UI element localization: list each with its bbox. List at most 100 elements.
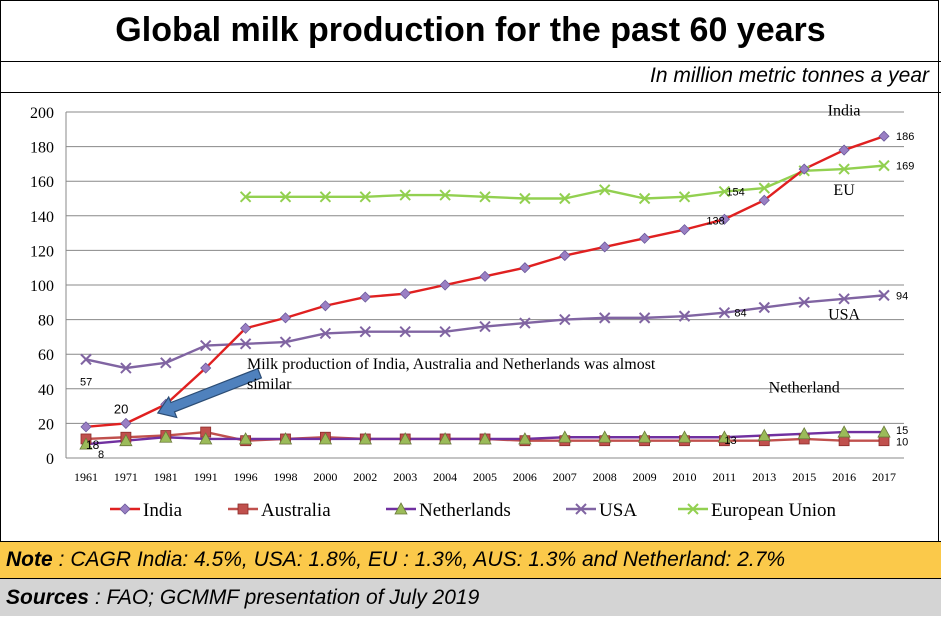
marker-stroke bbox=[479, 320, 491, 333]
data-point-netherlands bbox=[837, 425, 851, 438]
data-point-usa bbox=[598, 312, 611, 324]
marker-stroke bbox=[687, 503, 699, 515]
annotation-arrow bbox=[156, 367, 263, 419]
data-point-netherlands bbox=[717, 430, 732, 443]
chart-subtitle: In million metric tonnes a year bbox=[650, 64, 929, 87]
data-point-netherlands bbox=[398, 432, 412, 445]
data-point-india bbox=[80, 421, 92, 433]
data-point-european-union bbox=[559, 192, 571, 205]
data-point-india bbox=[479, 270, 491, 282]
annotation-text-line2: similar bbox=[247, 376, 292, 393]
data-point-india bbox=[718, 213, 730, 225]
data-point-usa bbox=[160, 357, 172, 369]
x-tick-label: 2011 bbox=[713, 470, 737, 484]
data-point-india bbox=[758, 194, 770, 206]
data-point-netherlands bbox=[159, 430, 173, 443]
data-point-netherlands bbox=[318, 432, 333, 445]
legend-label: Australia bbox=[261, 500, 331, 521]
annotation-text-line1: Milk production of India, Australia and … bbox=[247, 356, 656, 373]
line-chart: 0 20 40 60 80 100 120 140 160 180 200 1961 1971 1981… bbox=[30, 102, 914, 521]
data-point-india bbox=[798, 163, 810, 175]
data-point-european-union bbox=[878, 159, 890, 172]
data-point-european-union bbox=[319, 191, 332, 203]
x-tick-label: 2008 bbox=[593, 470, 617, 484]
data-point-usa bbox=[359, 326, 372, 338]
x-tick-label: 1996 bbox=[234, 470, 258, 484]
marker-stroke bbox=[399, 189, 411, 201]
data-point-netherlands bbox=[278, 432, 293, 445]
marker-stroke bbox=[279, 336, 292, 348]
data-point-netherlands bbox=[438, 432, 452, 445]
marker-stroke bbox=[638, 192, 651, 205]
marker-stroke bbox=[519, 317, 531, 329]
marker-stroke bbox=[279, 191, 292, 203]
point-label: 18 bbox=[86, 438, 100, 452]
data-point-european-union bbox=[678, 191, 691, 203]
x-tick-label: 2010 bbox=[673, 470, 697, 484]
legend-swatch-marker bbox=[575, 503, 587, 515]
marker-stroke bbox=[559, 313, 571, 326]
data-point-netherlands bbox=[79, 437, 93, 450]
legend-item-india: India bbox=[110, 500, 183, 521]
data-point-european-union bbox=[279, 191, 292, 203]
series-annotations: India EU USA Netherland bbox=[769, 102, 861, 396]
y-tick-label: 160 bbox=[30, 174, 54, 191]
data-point-india bbox=[279, 312, 292, 324]
point-label: 154 bbox=[726, 187, 744, 199]
data-point-india bbox=[838, 144, 850, 156]
data-point-european-union bbox=[758, 182, 771, 194]
x-tick-label: 2002 bbox=[353, 470, 377, 484]
y-tick-label: 40 bbox=[38, 382, 54, 399]
legend: India Australia Netherlands USA European Uni… bbox=[110, 500, 837, 521]
y-tick-label: 120 bbox=[30, 243, 54, 260]
data-point-usa bbox=[439, 326, 451, 338]
marker-stroke bbox=[120, 362, 132, 374]
marker-stroke bbox=[359, 326, 372, 338]
data-point-india bbox=[639, 232, 651, 244]
data-point-usa bbox=[479, 320, 491, 333]
marker-stroke bbox=[575, 503, 587, 515]
data-point-usa bbox=[758, 301, 771, 314]
marker-stroke bbox=[80, 353, 92, 366]
gridlines bbox=[65, 111, 904, 459]
data-point-usa bbox=[638, 312, 651, 324]
x-tick-label: 2009 bbox=[633, 470, 657, 484]
y-tick-label: 20 bbox=[38, 416, 54, 433]
marker-stroke bbox=[718, 306, 731, 319]
marker-stroke bbox=[878, 159, 890, 172]
y-axis-ticks: 0 20 40 60 80 100 120 140 160 180 200 bbox=[30, 105, 54, 468]
point-label: 84 bbox=[734, 308, 746, 320]
marker-stroke bbox=[798, 296, 810, 309]
data-point-netherlands bbox=[677, 430, 692, 443]
data-point-european-union bbox=[479, 191, 491, 203]
marker-stroke bbox=[758, 301, 771, 314]
x-tick-label: 1981 bbox=[154, 470, 178, 484]
y-tick-label: 80 bbox=[38, 313, 54, 330]
marker-stroke bbox=[678, 191, 691, 203]
data-point-usa bbox=[519, 317, 531, 329]
legend-swatch-marker bbox=[394, 502, 408, 515]
point-label: 10 bbox=[896, 437, 908, 449]
point-label: 169 bbox=[896, 161, 914, 173]
data-point-usa bbox=[239, 338, 252, 350]
data-point-india bbox=[359, 291, 371, 303]
legend-item-netherlands: Netherlands bbox=[386, 500, 511, 521]
x-tick-label: 2003 bbox=[393, 470, 417, 484]
data-point-india bbox=[240, 322, 252, 334]
x-tick-label: 1991 bbox=[194, 470, 218, 484]
legend-item-usa: USA bbox=[566, 500, 637, 521]
sources-label: Sources bbox=[6, 585, 89, 609]
marker-stroke bbox=[160, 357, 172, 369]
data-point-usa bbox=[678, 310, 691, 322]
data-point-usa bbox=[559, 313, 571, 326]
marker-stroke bbox=[559, 192, 571, 205]
marker-stroke bbox=[239, 338, 252, 350]
marker-stroke bbox=[199, 339, 212, 352]
point-label: 186 bbox=[896, 131, 914, 143]
data-point-india bbox=[120, 417, 132, 429]
point-label: 138 bbox=[706, 215, 724, 227]
data-point-european-union bbox=[439, 189, 451, 201]
marker-stroke bbox=[678, 310, 691, 322]
legend-label: European Union bbox=[711, 500, 837, 521]
data-point-india bbox=[319, 300, 331, 312]
